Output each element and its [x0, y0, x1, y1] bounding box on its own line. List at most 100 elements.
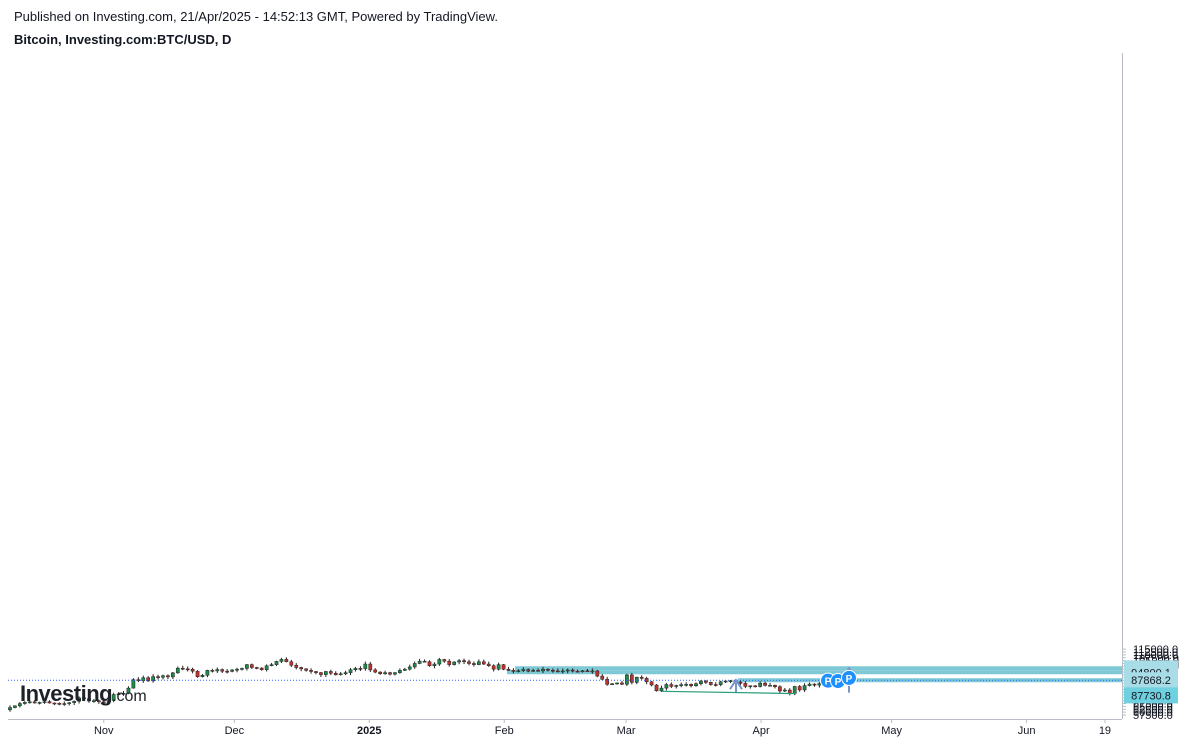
candle-body — [689, 684, 693, 687]
candle-body — [383, 672, 387, 675]
candle-body — [126, 687, 131, 694]
candle-body — [279, 659, 284, 662]
candle-body — [338, 673, 343, 676]
current-price-label — [1124, 687, 1178, 704]
candle-body — [314, 671, 318, 673]
candle — [205, 669, 210, 678]
candle — [402, 667, 407, 672]
candle-body — [393, 672, 397, 675]
x-tick-label: Jun — [1018, 725, 1036, 737]
candle — [694, 682, 698, 687]
candle — [82, 695, 86, 701]
candle-body — [264, 665, 269, 670]
candle — [501, 664, 506, 671]
candle — [546, 668, 550, 672]
candle-body — [679, 684, 684, 686]
candle-body — [328, 671, 333, 674]
marker[interactable]: P — [841, 669, 857, 686]
candle-body — [185, 668, 190, 671]
candle-body — [131, 679, 136, 689]
candle — [136, 677, 141, 683]
candle — [180, 665, 185, 671]
candle-body — [541, 668, 545, 672]
candle — [210, 668, 215, 673]
candle-body — [407, 666, 412, 670]
candle — [728, 680, 733, 684]
candle — [649, 680, 654, 687]
candle-body — [496, 664, 501, 670]
candle — [235, 667, 239, 673]
candle-body — [629, 674, 634, 683]
candle-body — [615, 682, 619, 685]
candle — [368, 661, 373, 673]
candle-body — [422, 660, 427, 663]
candle-body — [18, 703, 22, 707]
marker-circle[interactable] — [841, 669, 857, 686]
candle-body — [13, 705, 17, 708]
candle — [600, 674, 605, 680]
candle — [77, 696, 81, 704]
candle-body — [402, 668, 407, 671]
candle — [565, 668, 570, 674]
candle — [111, 692, 116, 703]
candle-body — [190, 668, 195, 672]
candle — [802, 683, 807, 692]
candle — [96, 699, 101, 704]
candle — [116, 692, 121, 696]
candle-body — [610, 683, 614, 685]
candle-body — [161, 675, 165, 678]
candle-body — [447, 660, 452, 665]
candle-body — [768, 684, 772, 687]
candle — [807, 682, 812, 687]
candle — [422, 659, 427, 663]
candle-body — [378, 671, 382, 675]
candle-body — [200, 675, 205, 677]
candle-body — [462, 660, 466, 663]
candle — [718, 680, 723, 687]
candle — [432, 662, 437, 669]
candle — [166, 674, 170, 680]
candle — [319, 672, 323, 678]
candle — [506, 666, 511, 671]
candle — [378, 671, 382, 675]
horizontal-lines[interactable] — [507, 666, 1122, 683]
candles — [8, 657, 851, 712]
candle — [684, 682, 688, 687]
candle — [812, 683, 817, 687]
x-tick-label: Nov — [94, 725, 114, 737]
candle — [259, 667, 264, 671]
candle — [358, 666, 363, 672]
candle — [689, 683, 693, 688]
candle — [669, 682, 674, 689]
trend-line[interactable] — [661, 690, 797, 695]
candle-body — [319, 672, 323, 675]
candle-body — [82, 697, 86, 700]
candle — [328, 669, 333, 676]
candle — [289, 659, 294, 668]
candle-body — [639, 676, 644, 679]
candle — [245, 663, 249, 671]
candle-body — [580, 670, 585, 672]
candle — [704, 680, 708, 685]
candle — [427, 660, 432, 667]
candle-body — [417, 660, 422, 664]
candle — [462, 658, 466, 665]
candle — [269, 662, 274, 667]
candle-body — [491, 665, 496, 670]
candle-body — [723, 680, 728, 683]
candle-body — [669, 684, 674, 687]
candle-body — [605, 679, 610, 685]
candle — [42, 699, 47, 704]
candle-body — [812, 683, 817, 686]
candle-body — [664, 684, 669, 689]
candle-body — [560, 670, 565, 673]
y-tick-label: 57500.0 — [1133, 710, 1173, 722]
candle — [457, 659, 461, 665]
candle — [620, 680, 624, 686]
candle-body — [481, 661, 486, 665]
arrow[interactable] — [729, 678, 743, 693]
candle — [37, 701, 42, 705]
arrow-head[interactable] — [729, 678, 743, 690]
